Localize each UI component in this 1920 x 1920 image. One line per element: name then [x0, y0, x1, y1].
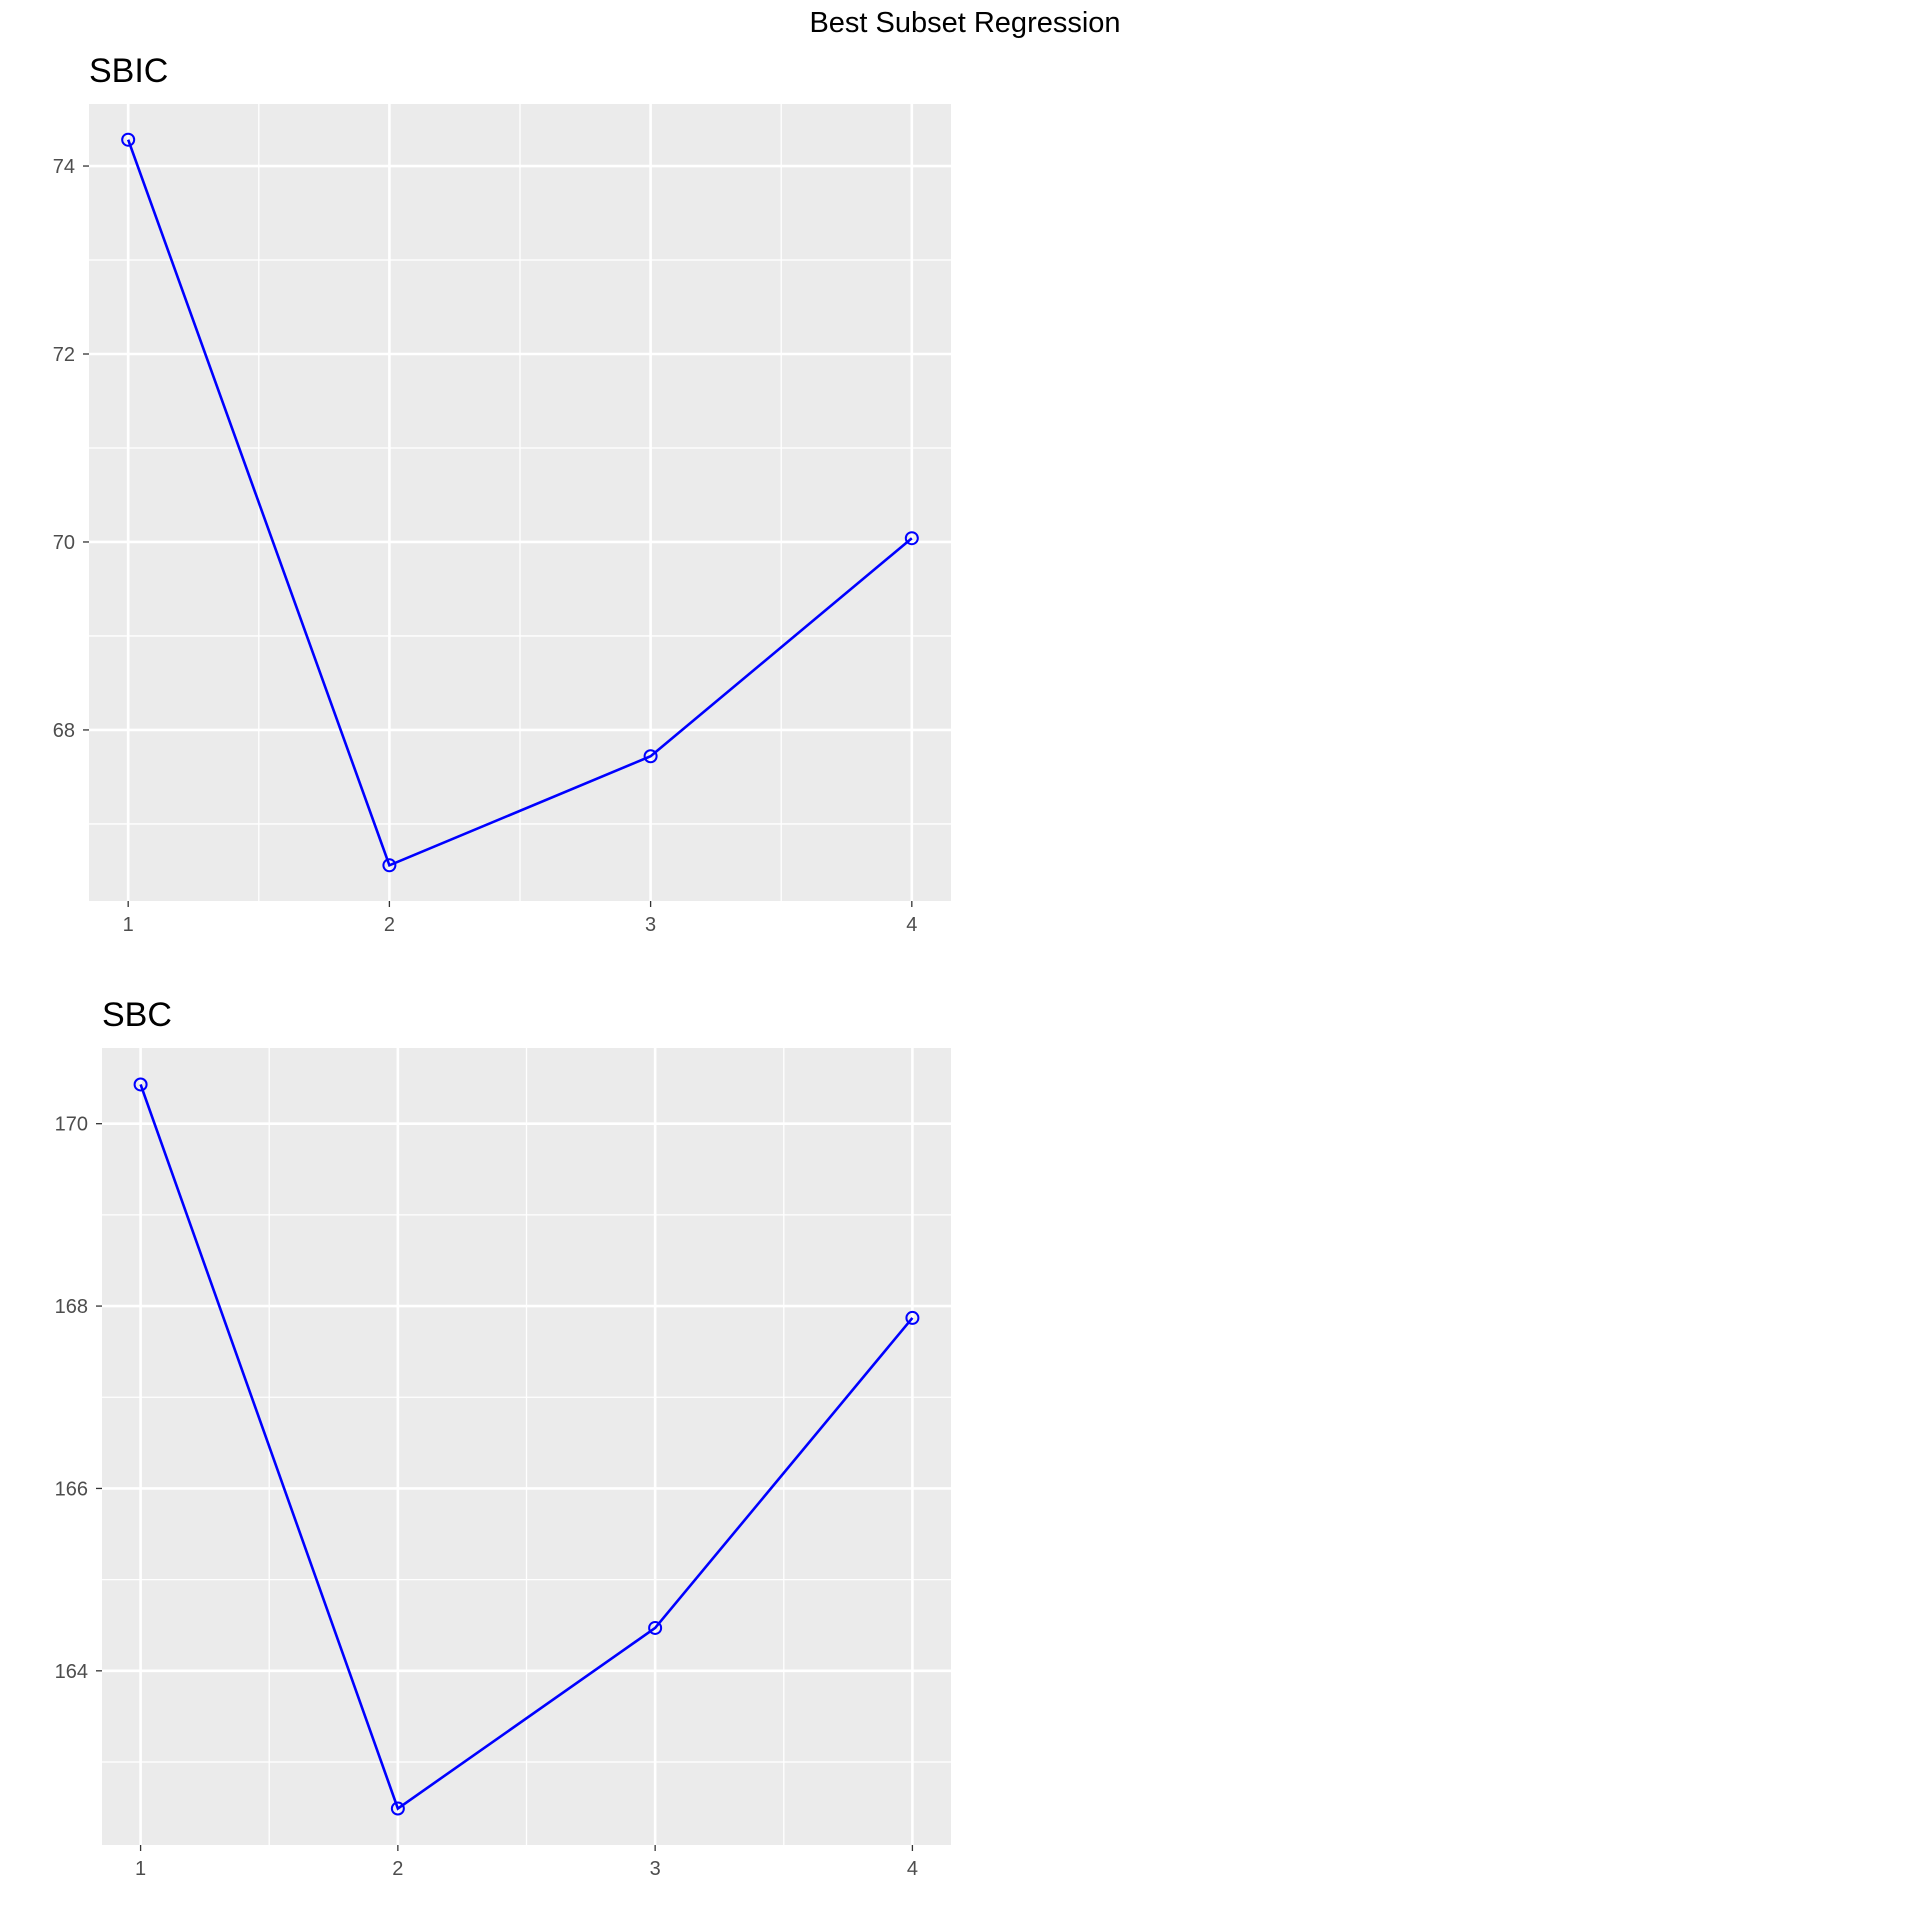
data-point	[121, 132, 136, 147]
chart-panel-2: SBC 1 2 3 4 164 166 168 170	[55, 996, 951, 1880]
data-point	[390, 1801, 405, 1816]
series-line	[139, 1084, 914, 1811]
x-tick-label: 1	[123, 914, 134, 936]
y-tick-label: 74	[53, 156, 75, 178]
y-tick-label: 164	[55, 1661, 88, 1683]
x-tick-label: 2	[384, 914, 395, 936]
data-point	[905, 1310, 920, 1325]
y-tick-label: 166	[55, 1478, 88, 1500]
data-point	[643, 749, 658, 764]
panel-title: SBIC	[89, 52, 168, 90]
y-tick-label: 168	[55, 1296, 88, 1318]
data-point	[648, 1620, 663, 1635]
x-tick-label: 1	[135, 1858, 146, 1880]
chart-panel-1: SBIC 1 2 3 4 68 70 72 74	[53, 52, 951, 936]
y-tick-label: 70	[53, 532, 75, 554]
x-tick-label: 3	[650, 1858, 661, 1880]
y-tick-label: 72	[53, 344, 75, 366]
x-tick-label: 2	[392, 1858, 403, 1880]
x-tick-label: 3	[645, 914, 656, 936]
chart-panels: SBIC 1 2 3 4 68 70 72 74 SBC 1 2 3 4 164 166 168 170	[53, 52, 951, 1880]
data-point	[382, 858, 397, 873]
x-tick-label: 4	[906, 914, 917, 936]
y-tick-label: 68	[53, 720, 75, 742]
series-line	[126, 139, 913, 868]
data-point	[904, 531, 919, 546]
x-tick-label: 4	[907, 1858, 918, 1880]
y-tick-label: 170	[55, 1114, 88, 1136]
data-point	[133, 1077, 148, 1092]
panel-title: SBC	[102, 996, 172, 1034]
figure-title: Best Subset Regression	[809, 7, 1120, 39]
